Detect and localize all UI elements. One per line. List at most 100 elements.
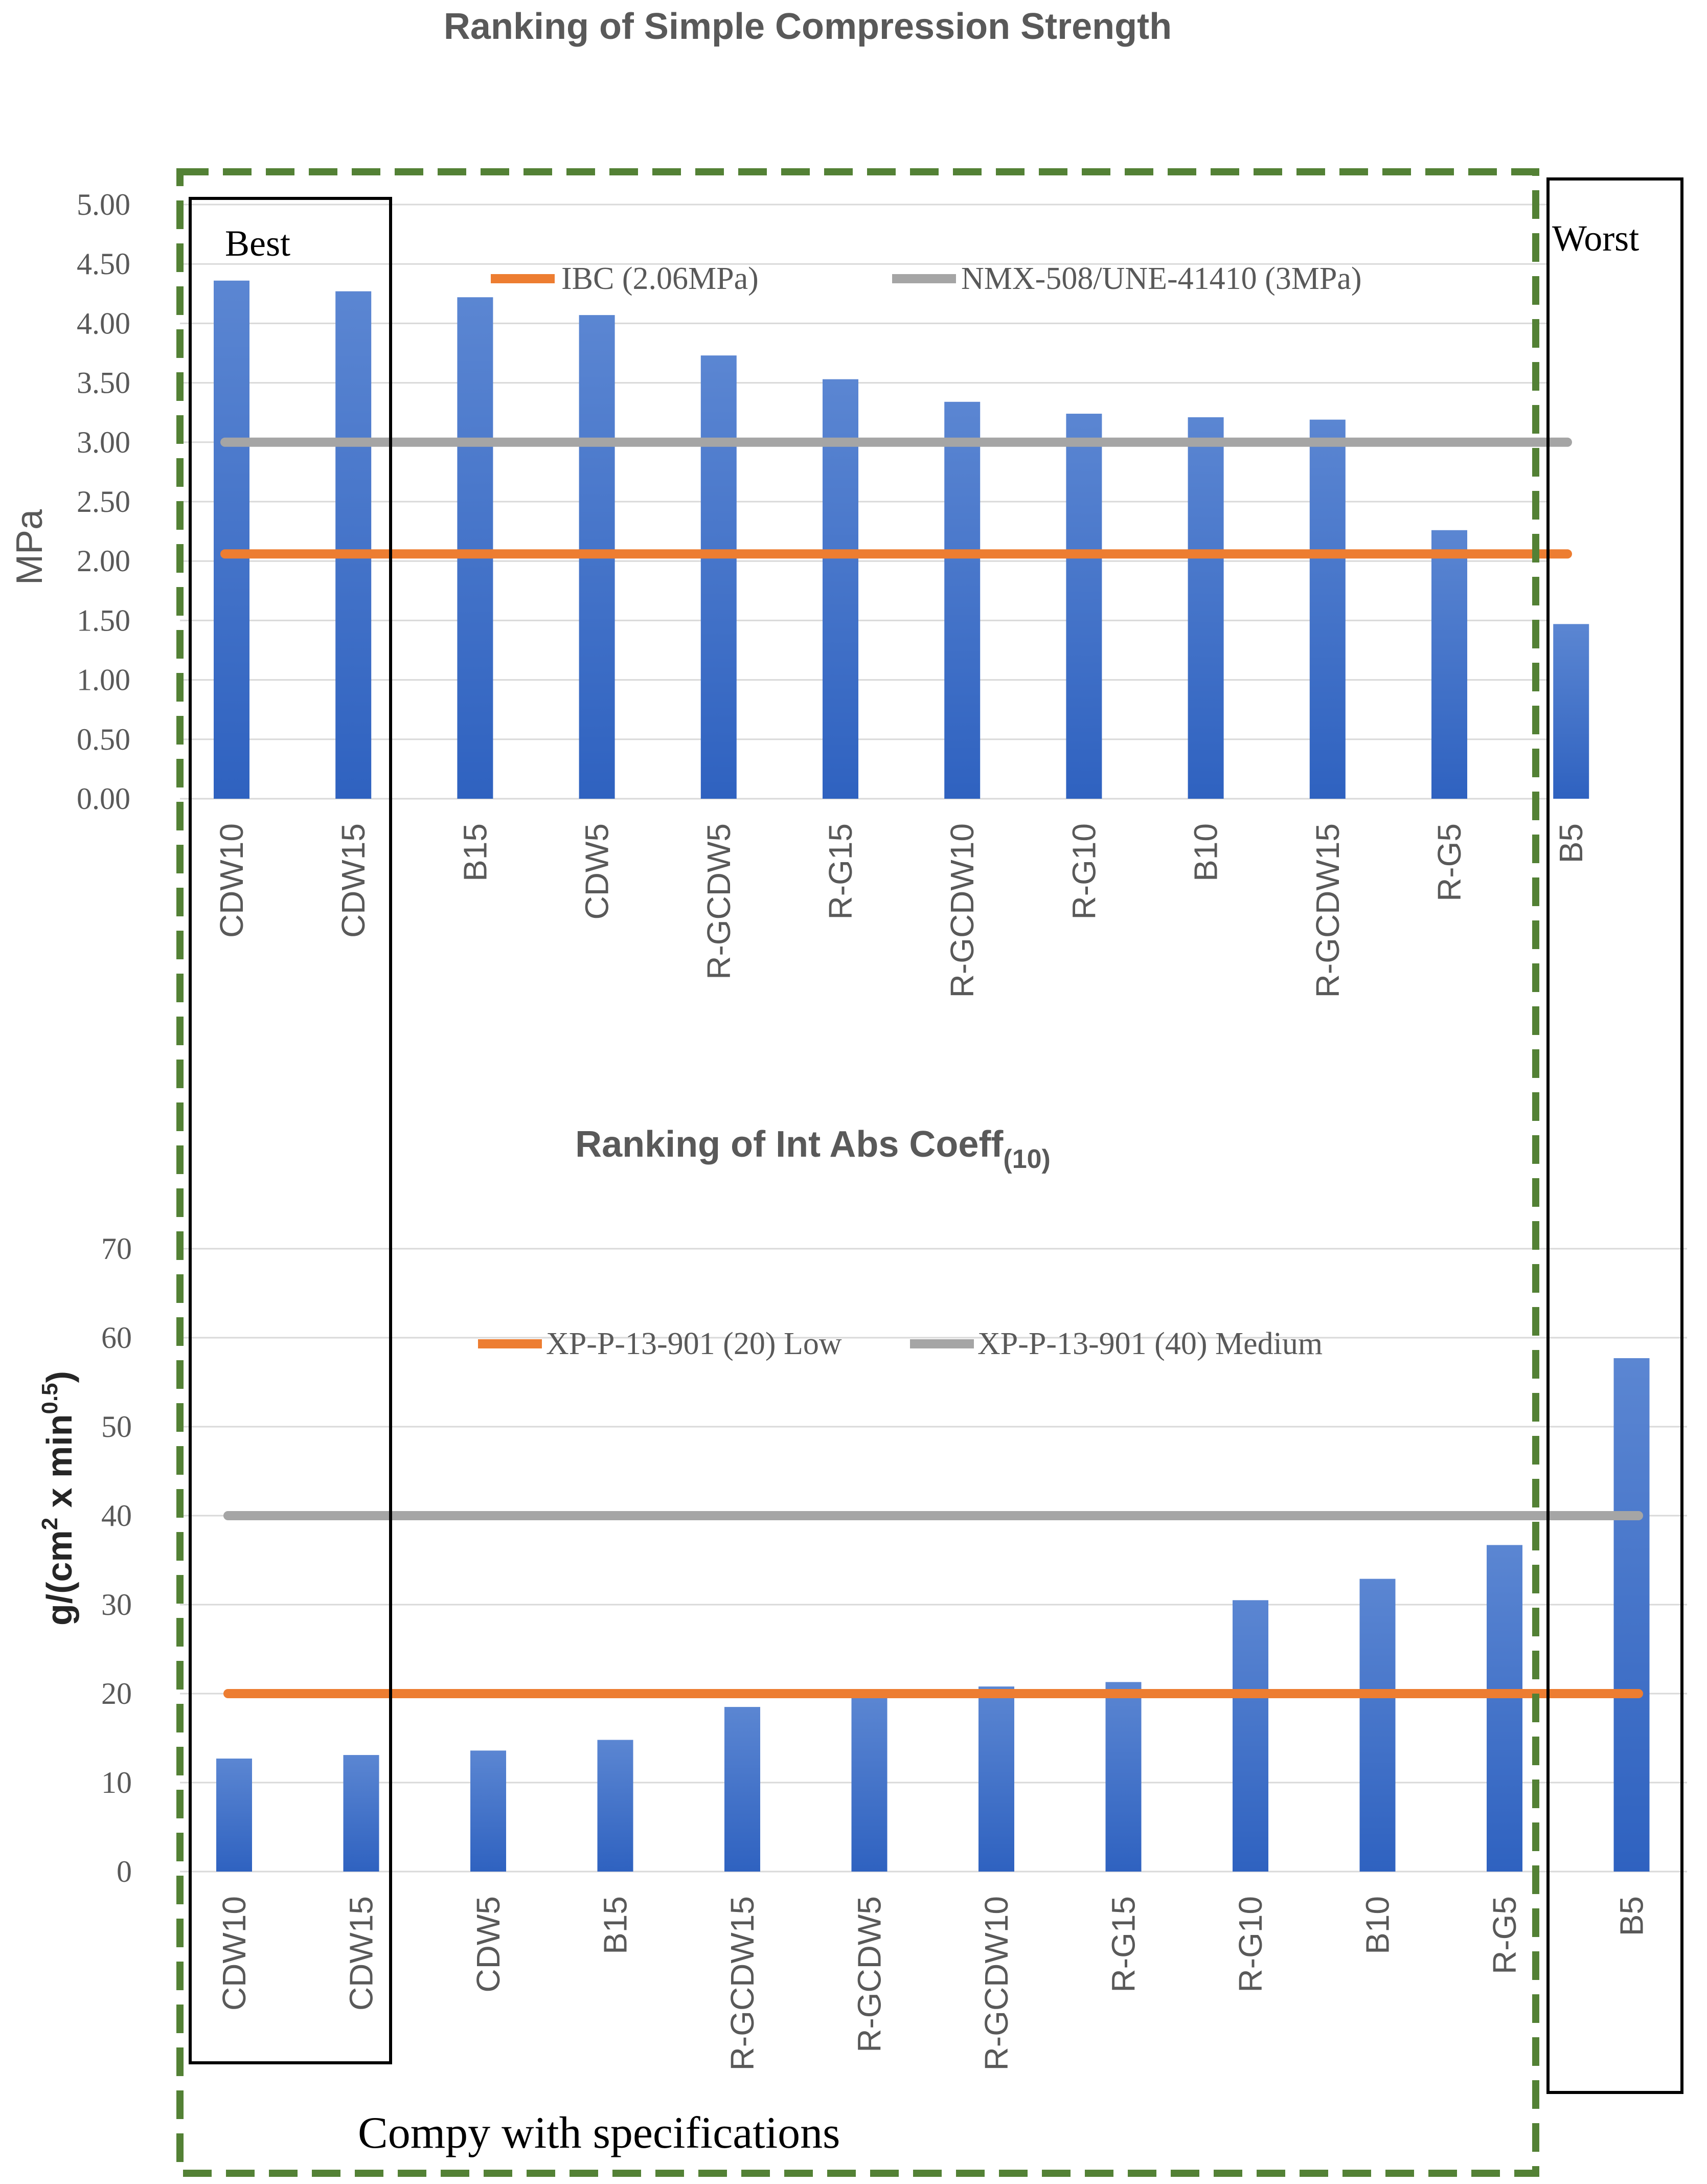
- c1-x-tick-r-g10: R-G10: [1065, 823, 1102, 920]
- c1-x-tick-r-g15: R-G15: [822, 823, 859, 920]
- c1-y-tick-label: 4.00: [77, 306, 130, 340]
- c2-bar-b15: [597, 1740, 633, 1872]
- chart2-legend: XP-P-13-901 (20) Low XP-P-13-901 (40) Me…: [478, 1326, 1323, 1361]
- c1-bar-r-g5: [1431, 530, 1467, 799]
- c1-y-tick-label: 3.00: [77, 425, 130, 459]
- c1-y-tick-label: 0.50: [77, 723, 130, 756]
- chart2-ylabel-sup2: 0.5: [37, 1383, 62, 1414]
- best-label: Best: [225, 223, 290, 264]
- chart2-title-subscript: (10): [1003, 1144, 1050, 1174]
- c2-y-tick-label: 20: [101, 1677, 132, 1710]
- c1-y-tick-label: 1.00: [77, 663, 130, 697]
- best-box: [189, 197, 392, 2064]
- c1-y-tick-label: 0.00: [77, 782, 130, 816]
- c1-x-tick-cdw5: CDW5: [579, 823, 616, 919]
- c2-x-tick-r-gcdw5: R-GCDW5: [851, 1896, 888, 2053]
- c1-x-tick-r-g5: R-G5: [1431, 823, 1468, 902]
- c2-bar-cdw5: [470, 1750, 506, 1872]
- c2-bar-r-gcdw15: [724, 1707, 760, 1872]
- c2-x-tick-b10: B10: [1359, 1896, 1396, 1954]
- chart1-legend-nmx: NMX-508/UNE-41410 (3MPa): [961, 261, 1362, 296]
- c1-y-tick-label: 2.50: [77, 485, 130, 519]
- c2-x-tick-b5: B5: [1613, 1896, 1650, 1936]
- absorption-coefficient-chart: Ranking of Int Abs Coeff(10) 0 10 20 30 40 50…: [37, 1124, 1687, 2070]
- chart1-x-ticks: CDW10 CDW15 B15 CDW5 R-GCDW5 R-G15 R-GCDW10 R-G…: [213, 823, 1589, 998]
- c2-y-tick-label: 40: [101, 1499, 132, 1533]
- chart1-y-ticks: 0.00 0.50 1.00 1.50 2.00 2.50 3.00 3.50 4.00 4.50…: [77, 188, 130, 816]
- c2-x-tick-b15: B15: [597, 1896, 634, 1954]
- c2-y-tick-label: 60: [101, 1321, 132, 1355]
- c2-y-tick-label: 50: [101, 1410, 132, 1444]
- c2-x-tick-r-gcdw10: R-GCDW10: [978, 1896, 1015, 2070]
- c1-y-tick-label: 5.00: [77, 188, 130, 221]
- worst-box: [1546, 177, 1683, 2094]
- c1-bar-r-g15: [823, 379, 858, 799]
- c1-bar-r-gcdw10: [944, 401, 981, 799]
- chart1-legend-ibc: IBC (2.06MPa): [561, 261, 759, 296]
- c1-bar-cdw15: [335, 291, 372, 799]
- c2-x-tick-cdw10: CDW10: [216, 1896, 253, 2011]
- chart2-x-ticks: CDW10 CDW15 CDW5 B15 R-GCDW15 R-GCDW5 R-GCDW10…: [216, 1896, 1650, 2070]
- c2-x-tick-cdw15: CDW15: [343, 1896, 380, 2011]
- chart2-title-main: Ranking of Int Abs Coeff: [575, 1124, 1004, 1165]
- c2-bar-r-gcdw10: [978, 1686, 1014, 1872]
- chart1-legend: IBC (2.06MPa) NMX-508/UNE-41410 (3MPa): [491, 261, 1362, 296]
- c2-x-tick-r-gcdw15: R-GCDW15: [724, 1896, 761, 2070]
- c2-x-tick-cdw5: CDW5: [470, 1896, 507, 1992]
- chart2-ylabel-part3: ): [39, 1371, 79, 1383]
- c1-x-tick-r-gcdw5: R-GCDW5: [700, 823, 737, 980]
- chart2-legend-medium: XP-P-13-901 (40) Medium: [977, 1326, 1323, 1361]
- c1-x-tick-r-gcdw10: R-GCDW10: [944, 823, 981, 998]
- chart2-ylabel-sup1: 2: [37, 1518, 62, 1530]
- c2-bar-r-g10: [1233, 1600, 1268, 1872]
- c1-bar-r-gcdw15: [1309, 419, 1346, 799]
- c1-y-tick-label: 4.50: [77, 247, 130, 281]
- c2-x-tick-r-g10: R-G10: [1232, 1896, 1269, 1993]
- c2-x-tick-r-g15: R-G15: [1105, 1896, 1142, 1993]
- worst-label: Worst: [1552, 218, 1639, 259]
- c1-bar-b15: [457, 297, 493, 799]
- c1-x-tick-b15: B15: [457, 823, 493, 882]
- comply-label: Compy with specifications: [358, 2108, 840, 2158]
- c1-bar-b5: [1553, 624, 1589, 799]
- c2-y-tick-label: 10: [101, 1766, 132, 1799]
- c2-bar-r-g5: [1487, 1545, 1522, 1872]
- c1-x-tick-cdw15: CDW15: [335, 823, 372, 938]
- chart2-y-axis-label: g/(cm2 x min0.5): [37, 1371, 79, 1626]
- comply-specifications-dashed-box: [176, 168, 1539, 2177]
- c1-y-tick-label: 3.50: [77, 366, 130, 400]
- chart2-ylabel-part1: g/(cm: [39, 1530, 79, 1626]
- c2-bar-r-g15: [1105, 1682, 1142, 1872]
- c1-y-tick-label: 1.50: [77, 603, 130, 637]
- chart2-ylabel-part2: x min: [39, 1414, 79, 1518]
- chart1-bars: [214, 280, 1589, 799]
- chart2-legend-low: XP-P-13-901 (20) Low: [546, 1326, 842, 1361]
- c2-bar-r-gcdw5: [851, 1696, 887, 1872]
- c1-y-tick-label: 2.00: [77, 544, 130, 578]
- c1-x-tick-b5: B5: [1553, 823, 1589, 863]
- c1-x-tick-r-gcdw15: R-GCDW15: [1309, 823, 1346, 998]
- c1-bar-r-gcdw5: [700, 355, 737, 799]
- chart1-reference-lines: [220, 437, 1572, 559]
- c1-x-tick-b10: B10: [1188, 823, 1224, 882]
- c1-bar-cdw10: [214, 280, 249, 799]
- c1-x-tick-cdw10: CDW10: [213, 823, 250, 938]
- c2-y-tick-label: 0: [117, 1855, 132, 1888]
- c2-bar-cdw15: [343, 1755, 379, 1872]
- chart2-reference-lines: [223, 1511, 1643, 1698]
- c2-y-tick-label: 30: [101, 1588, 132, 1622]
- c2-bar-cdw10: [216, 1759, 252, 1872]
- chart1-title: Ranking of Simple Compression Strength: [444, 6, 1172, 47]
- c1-bar-r-g10: [1066, 414, 1102, 799]
- c2-bar-b5: [1613, 1358, 1650, 1872]
- c2-x-tick-r-g5: R-G5: [1486, 1896, 1523, 1974]
- chart1-y-axis-label: MPa: [9, 509, 50, 585]
- chart2-y-ticks: 0 10 20 30 40 50 60 70: [101, 1232, 132, 1888]
- c1-bar-b10: [1188, 417, 1224, 799]
- compression-strength-chart: Ranking of Simple Compression Strength 0…: [9, 6, 1589, 998]
- c2-bar-b10: [1359, 1579, 1396, 1872]
- chart2-title: Ranking of Int Abs Coeff(10): [575, 1124, 1051, 1174]
- chart2-bars: [216, 1358, 1650, 1872]
- c2-y-tick-label: 70: [101, 1232, 132, 1266]
